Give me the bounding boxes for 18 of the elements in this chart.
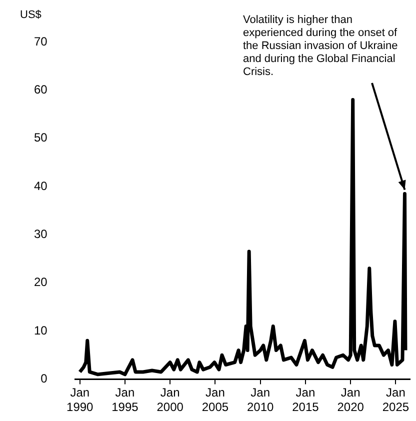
y-axis-title: US$: [20, 9, 42, 22]
x-tick-label: Jan 2025: [382, 386, 410, 414]
x-tick-label: Jan 2000: [156, 386, 184, 414]
x-tick-label: Jan 1995: [112, 386, 139, 414]
y-tick-label: 50: [34, 130, 48, 145]
y-tick-label: 40: [34, 178, 48, 193]
y-tick-label: 20: [34, 275, 48, 290]
x-tick-label: Jan 1990: [66, 386, 94, 414]
y-tick-label: 70: [34, 34, 48, 48]
x-tick-label: Jan 2020: [337, 386, 364, 414]
y-tick-label: 60: [34, 82, 48, 96]
x-tick-label: Jan 2010: [246, 386, 274, 414]
y-tick-label: 30: [34, 227, 48, 241]
annotation: Volatility is higher than experienced during the onset of the Russian invasion of Ukraine and during the Global Financial Crisis.: [243, 14, 398, 78]
y-tick-label: 0: [40, 372, 48, 386]
y-tick-label: 10: [34, 323, 48, 338]
x-tick-label: Jan 2015: [292, 386, 320, 414]
x-tick-label: Jan 2005: [202, 386, 229, 414]
